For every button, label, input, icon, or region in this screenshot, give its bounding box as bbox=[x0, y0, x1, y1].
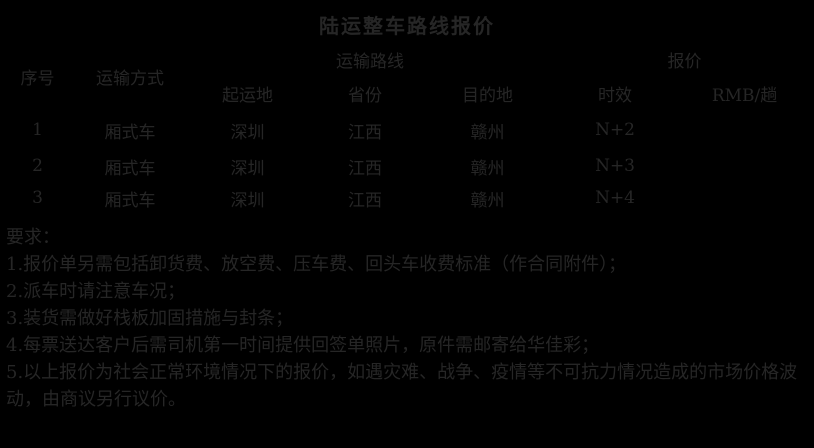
column-header-origin: 起运地 bbox=[222, 85, 273, 106]
cell-destination: 赣州 bbox=[470, 158, 505, 179]
note-item-2: 2.派车时请注意车况； bbox=[6, 281, 186, 302]
cell-leadtime: N+2 bbox=[595, 120, 635, 140]
note-item-4: 4.每票送达客户后需司机第一时间提供回签单照片，原件需邮寄给华佳彩； bbox=[6, 335, 600, 356]
cell-no: 1 bbox=[32, 120, 43, 140]
note-item-3: 3.装货需做好栈板加固措施与封条； bbox=[6, 308, 294, 329]
table-row: 3 厢式车 深圳 江西 赣州 N+4 bbox=[0, 182, 814, 214]
note-item-1: 1.报价单另需包括卸货费、放空费、压车费、回头车收费标准（作合同附件）； bbox=[6, 254, 627, 275]
note-item-5: 5.以上报价为社会正常环境情况下的报价，如遇灾难、战争、疫情等不可抗力情况造成的… bbox=[6, 362, 798, 410]
page-title: 陆运整车路线报价 bbox=[319, 14, 495, 38]
cell-origin: 深圳 bbox=[230, 158, 265, 179]
column-header-province: 省份 bbox=[348, 85, 382, 106]
cell-origin: 深圳 bbox=[230, 190, 265, 211]
cell-mode: 厢式车 bbox=[104, 158, 156, 179]
column-header-price: RMB/趟 bbox=[711, 85, 778, 106]
column-header-mode: 运输方式 bbox=[96, 68, 164, 89]
cell-no: 2 bbox=[32, 156, 43, 176]
cell-leadtime: N+3 bbox=[595, 156, 635, 176]
table-row: 2 厢式车 深圳 江西 赣州 N+3 bbox=[0, 150, 814, 182]
cell-destination: 赣州 bbox=[470, 122, 505, 143]
cell-leadtime: N+4 bbox=[595, 188, 635, 208]
group-header-route: 运输路线 bbox=[336, 51, 405, 72]
cell-province: 江西 bbox=[348, 122, 382, 143]
column-header-leadtime: 时效 bbox=[598, 85, 633, 106]
column-header-destination: 目的地 bbox=[462, 85, 514, 106]
cell-price bbox=[675, 110, 814, 150]
column-header-no: 序号 bbox=[20, 68, 55, 89]
cell-price bbox=[675, 182, 814, 214]
cell-origin: 深圳 bbox=[230, 122, 265, 143]
table-row: 1 厢式车 深圳 江西 赣州 N+2 bbox=[0, 110, 814, 150]
cell-province: 江西 bbox=[348, 158, 382, 179]
header-group-row: 序号 运输方式 运输路线 报价 bbox=[0, 42, 814, 89]
header-sub-row: 起运地 省份 目的地 时效 RMB/趟 bbox=[0, 76, 814, 110]
table-body: 1 厢式车 深圳 江西 赣州 N+2 2 厢式车 深圳 江西 赣州 N+3 3 … bbox=[0, 110, 814, 214]
cell-mode: 厢式车 bbox=[104, 122, 156, 143]
cell-destination: 赣州 bbox=[470, 190, 505, 211]
cell-no: 3 bbox=[32, 188, 43, 208]
cell-mode: 厢式车 bbox=[104, 190, 156, 211]
notes-heading: 要求： bbox=[6, 227, 60, 248]
quote-table: 序号 运输方式 运输路线 报价 起运地 省份 目的地 时效 RMB/趟 1 厢式… bbox=[0, 42, 814, 214]
group-header-quote: 报价 bbox=[667, 51, 702, 72]
cell-price bbox=[675, 150, 814, 182]
table-header: 序号 运输方式 运输路线 报价 起运地 省份 目的地 时效 RMB/趟 bbox=[0, 42, 814, 110]
notes-section: 要求： 1.报价单另需包括卸货费、放空费、压车费、回头车收费标准（作合同附件）；… bbox=[6, 224, 808, 413]
cell-province: 江西 bbox=[348, 190, 382, 211]
